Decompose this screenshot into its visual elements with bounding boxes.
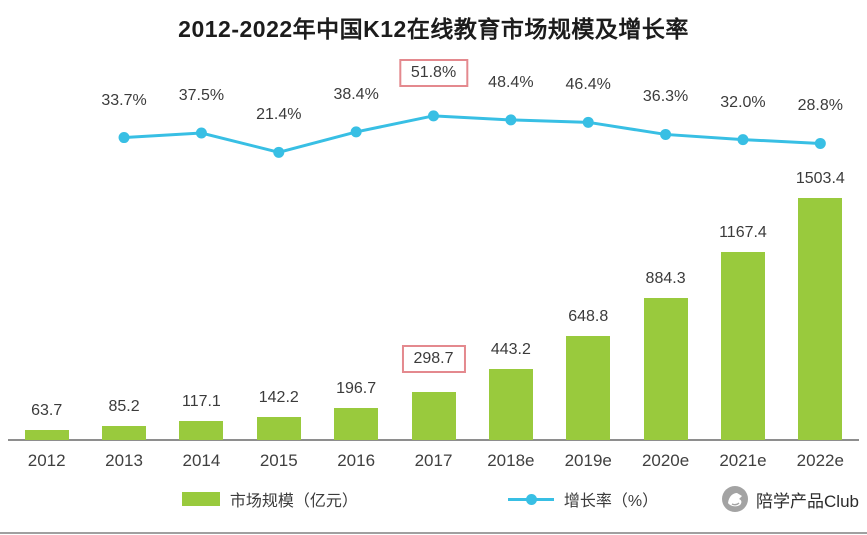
growth-rate-label: 21.4% (256, 106, 302, 124)
x-axis-label-2013: 2013 (105, 451, 143, 470)
growth-rate-label: 32.0% (720, 93, 766, 111)
watermark-text: 陪学产品Club (756, 491, 859, 511)
x-axis-label-2014: 2014 (182, 451, 221, 470)
bar-2014 (179, 421, 224, 440)
bar-2020e (643, 297, 688, 440)
bar-value-label: 196.7 (336, 380, 377, 398)
legend-item-growth-rate: 增长率（%） (507, 487, 659, 511)
bar-value-label: 142.2 (258, 389, 299, 407)
watermark: 陪学产品Club (720, 484, 859, 514)
growth-rate-label-highlighted: 51.8% (398, 58, 469, 87)
x-axis-label-2017: 2017 (414, 451, 453, 470)
x-axis-label-2019e: 2019e (564, 451, 612, 470)
growth-rate-label: 28.8% (797, 97, 843, 115)
growth-rate-label: 38.4% (333, 85, 379, 103)
line-series-swatch (507, 492, 554, 507)
growth-rate-label: 36.3% (642, 88, 689, 106)
bar-2021e (720, 252, 765, 440)
bar-2022e (798, 198, 843, 440)
bar-2012 (24, 429, 69, 440)
bar-value-label-highlighted: 298.7 (401, 344, 466, 373)
x-axis-label-2018e: 2018e (487, 451, 535, 470)
x-axis-label-2022e: 2022e (796, 451, 844, 470)
legend-line-label: 增长率（%） (563, 493, 659, 510)
x-axis-label-2021e: 2021e (719, 451, 767, 470)
bar-2018e (488, 368, 533, 440)
bar-value-label: 884.3 (645, 269, 686, 287)
bar-2017 (411, 391, 456, 440)
growth-rate-label: 48.4% (488, 73, 534, 91)
bar-value-label: 443.2 (490, 340, 531, 358)
bar-2019e (566, 335, 611, 440)
bar-2013 (102, 426, 147, 440)
bar-value-label: 1167.4 (719, 224, 767, 242)
bar-2015 (256, 417, 301, 440)
legend-bar-label: 市场规模（亿元） (229, 493, 358, 510)
x-axis-label-2016: 2016 (337, 451, 376, 470)
bar-value-label: 1503.4 (795, 170, 845, 187)
legend-item-market-size: 市场规模（亿元） (181, 487, 358, 511)
growth-rate-label: 33.7% (101, 91, 147, 109)
bar-value-label: 63.7 (31, 401, 63, 419)
x-axis-label-2012: 2012 (27, 451, 66, 470)
club-logo-icon (722, 486, 749, 512)
x-axis-line (8, 439, 859, 441)
line-swatch-dot (525, 493, 537, 505)
legend: 市场规模（亿元） 增长率（%） (0, 487, 840, 511)
bar-value-label: 117.1 (181, 393, 221, 411)
growth-rate-label: 37.5% (178, 87, 225, 104)
chart-title: 2012-2022年中国K12在线教育市场规模及增长率 (178, 16, 689, 42)
bar-value-label: 85.2 (108, 398, 140, 416)
bottom-divider (0, 532, 867, 534)
bar-series-swatch (181, 492, 220, 506)
bar-value-label: 648.8 (568, 307, 609, 325)
x-axis-label-2015: 2015 (259, 451, 298, 470)
bar-2016 (334, 408, 379, 440)
growth-rate-label: 46.4% (565, 76, 611, 94)
x-axis-label-2020e: 2020e (641, 451, 690, 470)
